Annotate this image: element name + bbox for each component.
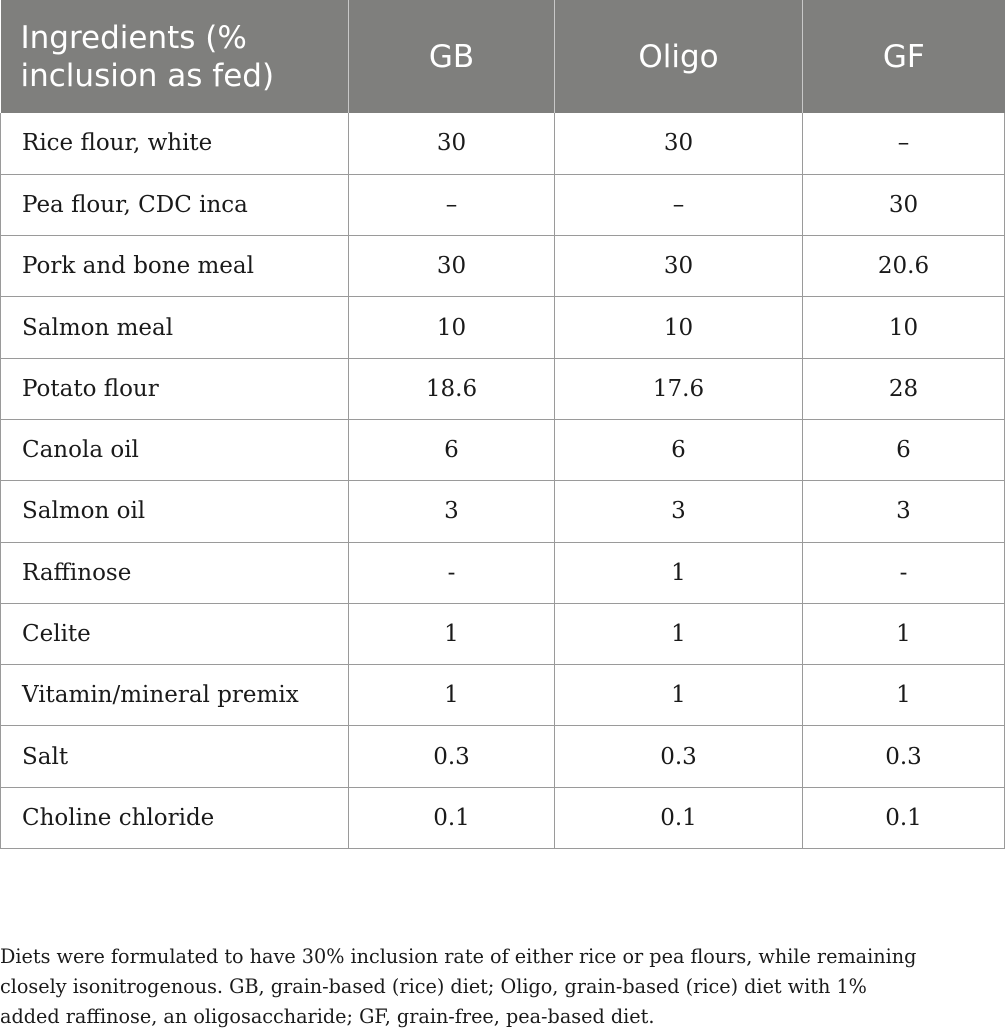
gf-value: 20.6 [802,235,1005,298]
ingredient-name: Choline chloride [0,787,349,850]
ingredient-name: Salt [0,725,349,788]
gb-value: 0.3 [348,725,555,788]
gb-value: 30 [348,113,555,175]
oligo-value: 30 [554,113,803,175]
oligo-value: 0.1 [554,787,803,850]
oligo-value: 30 [554,235,803,298]
ingredient-name: Pork and bone meal [0,235,349,298]
oligo-value: 0.3 [554,725,803,788]
gb-value: - [348,542,555,604]
ingredient-name: Pea flour, CDC inca [0,174,349,237]
ingredient-name: Potato flour [0,358,349,420]
header-oligo: Oligo [554,0,803,113]
gb-value: 10 [348,296,555,359]
table-row: Salt 0.3 0.3 0.3 [0,725,1005,788]
table-footnote: Diets were formulated to have 30% inclus… [0,942,1005,1032]
table-body: Rice flour, white 30 30 – Pea flour, CDC… [0,113,1005,850]
gf-value: 6 [802,419,1005,482]
oligo-value: 3 [554,480,803,543]
gb-value: – [348,174,555,237]
ingredient-name: Canola oil [0,419,349,482]
table-row: Celite 1 1 1 [0,603,1005,666]
table-row: Raffinose - 1 - [0,542,1005,604]
table-row: Pea flour, CDC inca – – 30 [0,174,1005,237]
gf-value: 0.1 [802,787,1005,850]
oligo-value: 17.6 [554,358,803,420]
gb-value: 6 [348,419,555,482]
gf-value: 1 [802,664,1005,727]
ingredient-name: Celite [0,603,349,666]
oligo-value: – [554,174,803,237]
gf-value: – [802,113,1005,175]
header-gf: GF [802,0,1005,113]
table-row: Vitamin/mineral premix 1 1 1 [0,664,1005,727]
ingredient-name: Vitamin/mineral premix [0,664,349,727]
gf-value: 30 [802,174,1005,237]
table-row: Choline chloride 0.1 0.1 0.1 [0,787,1005,850]
oligo-value: 1 [554,542,803,604]
oligo-value: 6 [554,419,803,482]
gb-value: 30 [348,235,555,298]
table-row: Canola oil 6 6 6 [0,419,1005,482]
oligo-value: 1 [554,603,803,666]
table-row: Rice flour, white 30 30 – [0,113,1005,175]
table-row: Salmon meal 10 10 10 [0,296,1005,359]
gb-value: 1 [348,664,555,727]
ingredient-name: Salmon oil [0,480,349,543]
gf-value: 0.3 [802,725,1005,788]
gf-value: 10 [802,296,1005,359]
gf-value: - [802,542,1005,604]
table-row: Pork and bone meal 30 30 20.6 [0,235,1005,298]
footnote-line: closely isonitrogenous. GB, grain-based … [0,975,867,998]
ingredients-table: Ingredients (% inclusion as fed) GB Olig… [0,0,1005,850]
footnote-line: Diets were formulated to have 30% inclus… [0,945,917,968]
gb-value: 3 [348,480,555,543]
table-row: Potato flour 18.6 17.6 28 [0,358,1005,420]
oligo-value: 10 [554,296,803,359]
gb-value: 18.6 [348,358,555,420]
footnote-line: added raffinose, an oligosaccharide; GF,… [0,1005,655,1028]
table-header: Ingredients (% inclusion as fed) GB Olig… [0,0,1005,113]
table-row: Salmon oil 3 3 3 [0,480,1005,543]
gb-value: 1 [348,603,555,666]
oligo-value: 1 [554,664,803,727]
gf-value: 28 [802,358,1005,420]
gb-value: 0.1 [348,787,555,850]
ingredient-name: Rice flour, white [0,113,349,175]
header-ingredients-line-2: inclusion as fed) [20,57,275,94]
gf-value: 3 [802,480,1005,543]
ingredient-name: Raffinose [0,542,349,604]
gf-value: 1 [802,603,1005,666]
header-ingredients-line-1: Ingredients (% [20,19,247,56]
header-gb: GB [348,0,555,113]
header-row: Ingredients (% inclusion as fed) GB Olig… [0,0,1005,113]
ingredient-name: Salmon meal [0,296,349,359]
header-ingredients: Ingredients (% inclusion as fed) [0,0,349,113]
